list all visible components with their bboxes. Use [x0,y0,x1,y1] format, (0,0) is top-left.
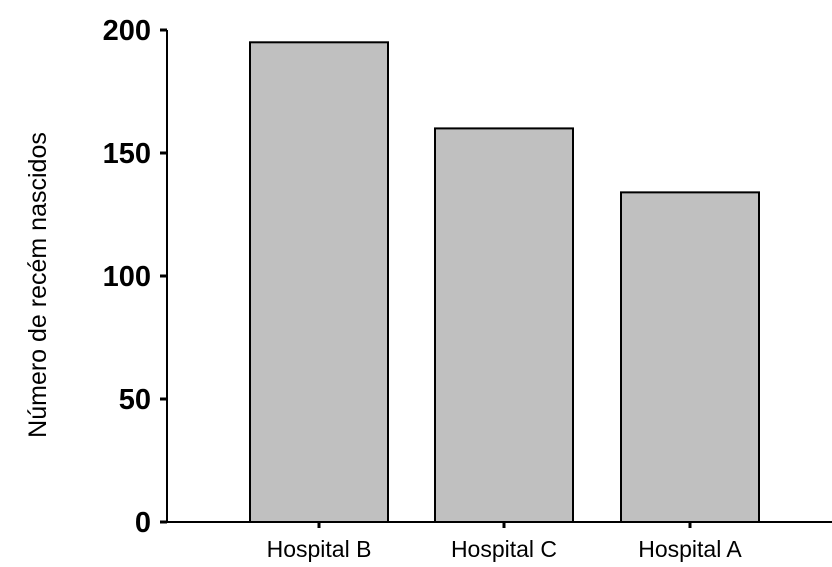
bar-hospital-c [434,127,574,523]
bars-layer [249,41,760,524]
x-axis-ticks: Hospital B Hospital C Hospital A [267,522,742,562]
x-tick-label: Hospital B [267,536,372,562]
y-tick-label: 0 [135,507,151,539]
bar-hospital-b [249,41,389,524]
y-axis-ticks: 0 50 100 150 200 [103,15,167,539]
y-tick-label: 200 [103,15,151,47]
y-tick-label: 50 [119,384,151,416]
y-tick-label: 100 [103,261,151,293]
y-axis-title: Número de recém nascidos [24,132,52,438]
y-tick-label: 150 [103,138,151,170]
x-tick-label: Hospital A [638,536,742,562]
bar-hospital-a [620,191,760,524]
x-tick-label: Hospital C [451,536,557,562]
